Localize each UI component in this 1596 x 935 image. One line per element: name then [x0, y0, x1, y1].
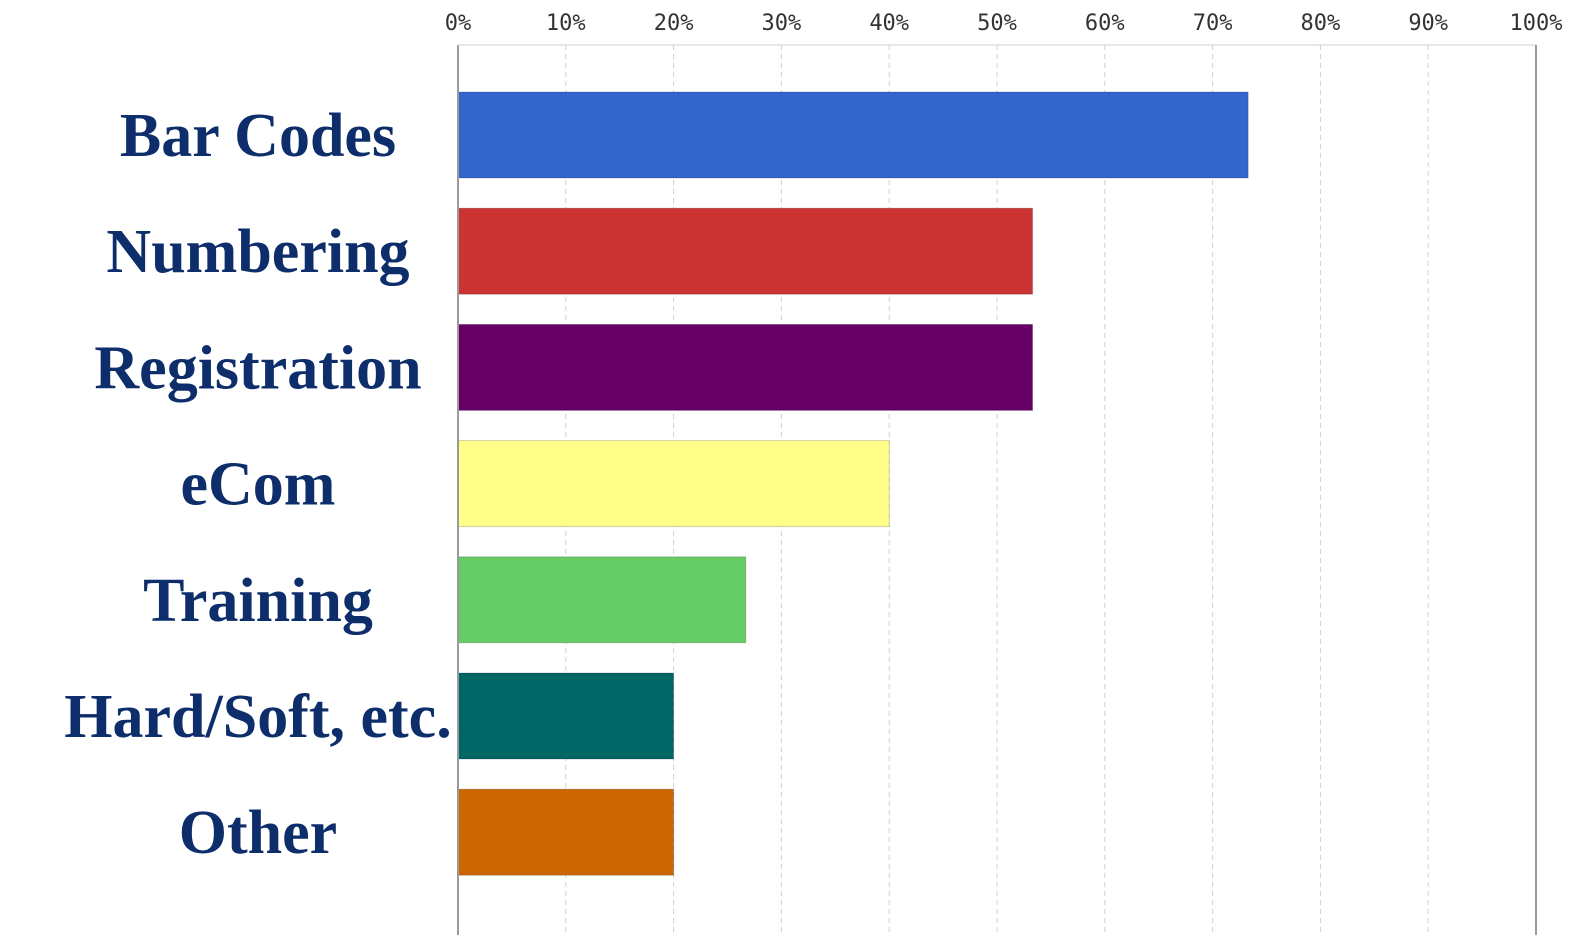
- category-label: eCom: [181, 451, 336, 519]
- x-tick-label: 30%: [762, 11, 802, 36]
- x-tick-label: 90%: [1408, 11, 1448, 36]
- category-label: Numbering: [106, 218, 409, 286]
- x-tick-label: 0%: [445, 11, 472, 36]
- bars: [457, 91, 1249, 876]
- x-tick-label: 70%: [1193, 11, 1233, 36]
- bar: [457, 440, 890, 528]
- x-tick-label: 50%: [977, 11, 1017, 36]
- x-tick-label: 100%: [1510, 11, 1563, 36]
- x-tick-label: 10%: [546, 11, 586, 36]
- x-tick-label: 40%: [869, 11, 909, 36]
- bar: [457, 672, 675, 760]
- x-tick-label: 60%: [1085, 11, 1125, 36]
- category-labels: Bar Codes Numbering Registration eCom Traini…: [64, 102, 451, 867]
- category-label: Other: [179, 799, 337, 867]
- x-tick-label: 80%: [1301, 11, 1341, 36]
- bar: [457, 323, 1034, 411]
- x-axis-ticks: 0% 10% 20% 30% 40% 50% 60% 70% 80% 90% 100%: [445, 11, 1563, 36]
- bar: [457, 207, 1034, 295]
- category-label: Bar Codes: [120, 102, 396, 170]
- category-label: Training: [143, 567, 373, 635]
- category-label: Hard/Soft, etc.: [64, 683, 451, 751]
- x-tick-label: 20%: [654, 11, 694, 36]
- bar: [457, 788, 675, 876]
- bar: [457, 556, 747, 644]
- category-label: Registration: [94, 334, 421, 402]
- bar: [457, 91, 1249, 179]
